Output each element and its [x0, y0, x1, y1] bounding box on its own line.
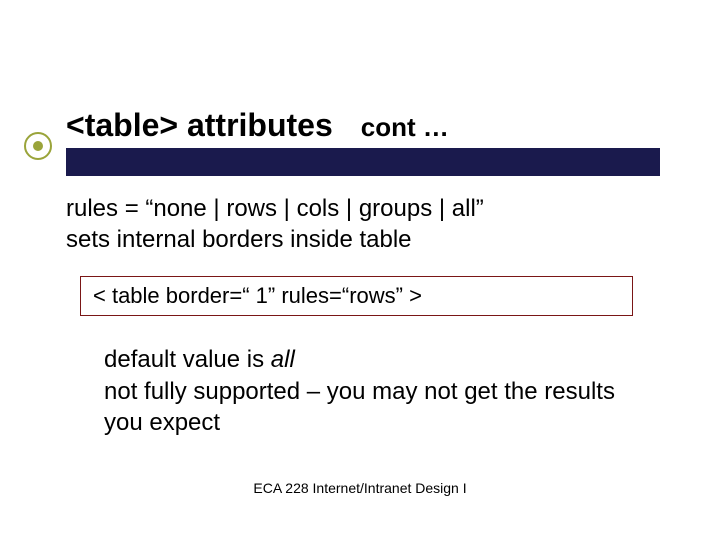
body-line-2: sets internal borders inside table [66, 225, 660, 256]
code-example-text: < table border=“ 1” rules=“rows” > [93, 283, 422, 309]
body-line-1: rules = “none | rows | cols | groups | a… [66, 194, 660, 225]
title-underline-bar [66, 148, 660, 176]
slide-title: <table> attributes cont … [66, 107, 449, 144]
title-main: <table> attributes [66, 107, 333, 144]
slide-footer: ECA 228 Internet/Intranet Design I [0, 480, 720, 496]
body-text: rules = “none | rows | cols | groups | a… [66, 194, 660, 255]
title-cont: cont … [361, 112, 449, 143]
note-line-1: default value is all [104, 344, 624, 376]
note-line-1-prefix: default value is [104, 346, 271, 373]
bullet-inner-circle [33, 141, 43, 151]
notes: default value is all not fully supported… [104, 344, 624, 439]
note-line-2: not fully supported – you may not get th… [104, 376, 624, 439]
note-line-1-em: all [271, 346, 295, 373]
code-example-box: < table border=“ 1” rules=“rows” > [80, 276, 633, 316]
slide: <table> attributes cont … rules = “none … [0, 0, 720, 540]
